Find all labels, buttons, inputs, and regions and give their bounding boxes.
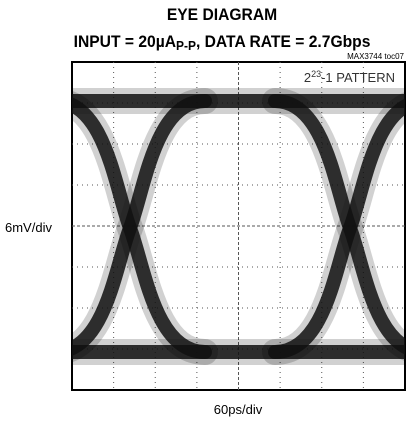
eye-traces xyxy=(72,88,405,365)
chart-subtitle: INPUT = 20µAP-P, DATA RATE = 2.7Gbps xyxy=(74,32,371,53)
pattern-text: -1 PATTERN xyxy=(321,70,395,85)
x-axis-label: 60ps/div xyxy=(214,402,263,417)
eye-trace xyxy=(72,97,212,359)
pattern-base: 2 xyxy=(304,70,311,85)
pattern-label: 223-1 PATTERN xyxy=(304,69,395,85)
eye-trace xyxy=(268,94,405,355)
subtitle-text: INPUT = 20µA xyxy=(74,32,177,51)
pattern-sup: 23 xyxy=(311,69,321,79)
subtitle-text: , DATA RATE = 2.7Gbps xyxy=(196,32,370,51)
y-axis-label: 6mV/div xyxy=(5,220,52,235)
subtitle-sub: P-P xyxy=(176,39,196,54)
chart-title: EYE DIAGRAM xyxy=(167,5,277,24)
figure-tag: MAX3744 toc07 xyxy=(347,52,404,61)
